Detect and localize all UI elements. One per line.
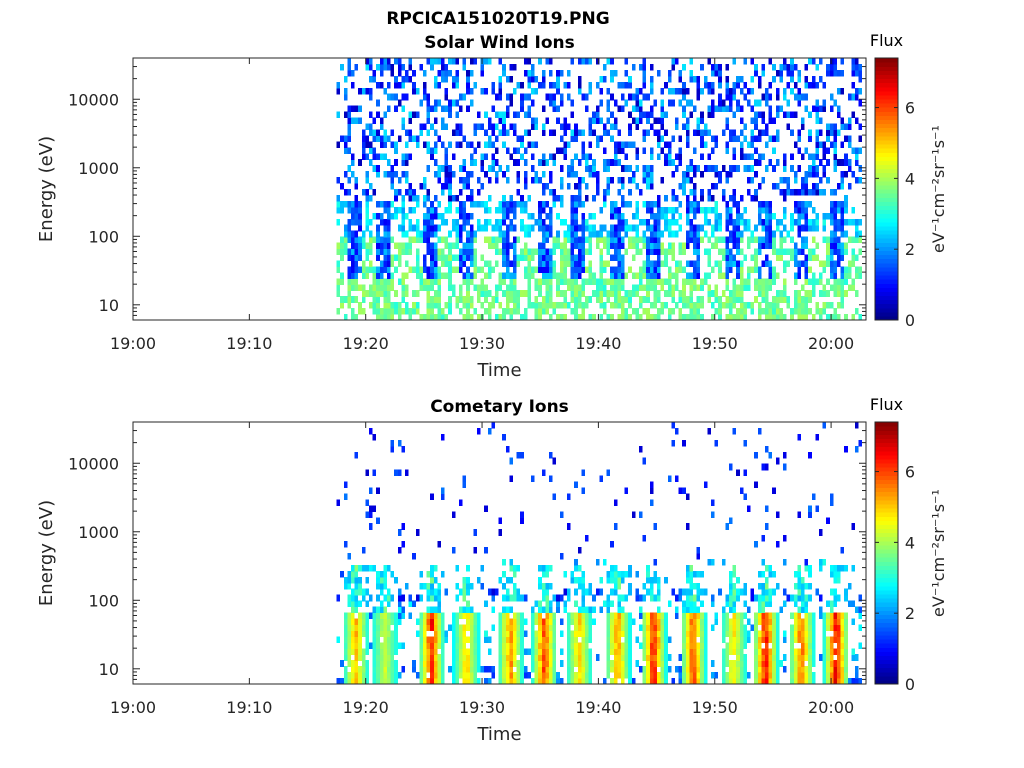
y-tick-label: 10000 xyxy=(68,454,119,473)
x-tick-label: 19:30 xyxy=(459,698,505,717)
colorbar-frame xyxy=(874,421,899,685)
colorbar xyxy=(875,422,898,685)
colorbar-label: eV⁻¹cm⁻²sr⁻¹s⁻¹ xyxy=(929,489,948,617)
y-tick-label: 10 xyxy=(99,296,119,315)
axes-box xyxy=(132,57,867,321)
colorbar-tick-label: 4 xyxy=(905,169,915,188)
colorbar-frame xyxy=(874,57,899,321)
x-tick-label: 19:50 xyxy=(692,698,738,717)
x-tick-label: 19:50 xyxy=(692,334,738,353)
x-tick-label: 19:10 xyxy=(226,334,272,353)
colorbar-tick-label: 6 xyxy=(905,463,915,482)
colorbar-title: Flux xyxy=(870,395,903,414)
x-tick-label: 19:00 xyxy=(110,334,156,353)
x-tick-label: 19:20 xyxy=(343,698,389,717)
y-axis-label: Energy (eV) xyxy=(36,500,57,606)
panel-title: Solar Wind Ions xyxy=(424,33,575,53)
colorbar-tick-label: 0 xyxy=(905,675,915,694)
y-tick-label: 1000 xyxy=(78,159,119,178)
colorbar-tick-label: 2 xyxy=(905,604,915,623)
x-tick-label: 19:40 xyxy=(575,698,621,717)
heatmap-cells xyxy=(336,422,863,685)
colorbar-label: eV⁻¹cm⁻²sr⁻¹s⁻¹ xyxy=(929,125,948,253)
panel-title: Cometary Ions xyxy=(430,397,569,417)
x-tick-label: 19:30 xyxy=(459,334,505,353)
heatmap-cells xyxy=(336,58,863,321)
y-tick-label: 10 xyxy=(99,660,119,679)
y-tick-label: 1000 xyxy=(78,523,119,542)
y-tick-label: 100 xyxy=(88,227,119,246)
y-tick-label: 10000 xyxy=(68,90,119,109)
x-tick-label: 20:00 xyxy=(808,698,854,717)
x-tick-label: 19:40 xyxy=(575,334,621,353)
colorbar-tick-label: 4 xyxy=(905,533,915,552)
y-tick-label: 100 xyxy=(88,591,119,610)
panel-cometary-ions: Cometary Ions 19:00 19:10 19:20 19:30 19:40 19… xyxy=(36,395,948,745)
axes-box xyxy=(132,421,867,685)
x-axis-label: Time xyxy=(476,360,521,381)
y-axis-label: Energy (eV) xyxy=(36,136,57,242)
colorbar xyxy=(875,58,898,321)
panel-solar-wind-ions: Solar Wind Ions 19:00 19:10 19:20 19:30 19:40… xyxy=(36,31,948,381)
x-tick-label: 19:20 xyxy=(343,334,389,353)
figure-title: RPCICA151020T19.PNG xyxy=(386,9,609,29)
x-axis-label: Time xyxy=(476,724,521,745)
x-tick-label: 19:00 xyxy=(110,698,156,717)
colorbar-tick-label: 0 xyxy=(905,311,915,330)
colorbar-tick-label: 2 xyxy=(905,240,915,259)
colorbar-title: Flux xyxy=(870,31,903,50)
x-tick-label: 19:10 xyxy=(226,698,272,717)
colorbar-tick-label: 6 xyxy=(905,99,915,118)
x-tick-label: 20:00 xyxy=(808,334,854,353)
